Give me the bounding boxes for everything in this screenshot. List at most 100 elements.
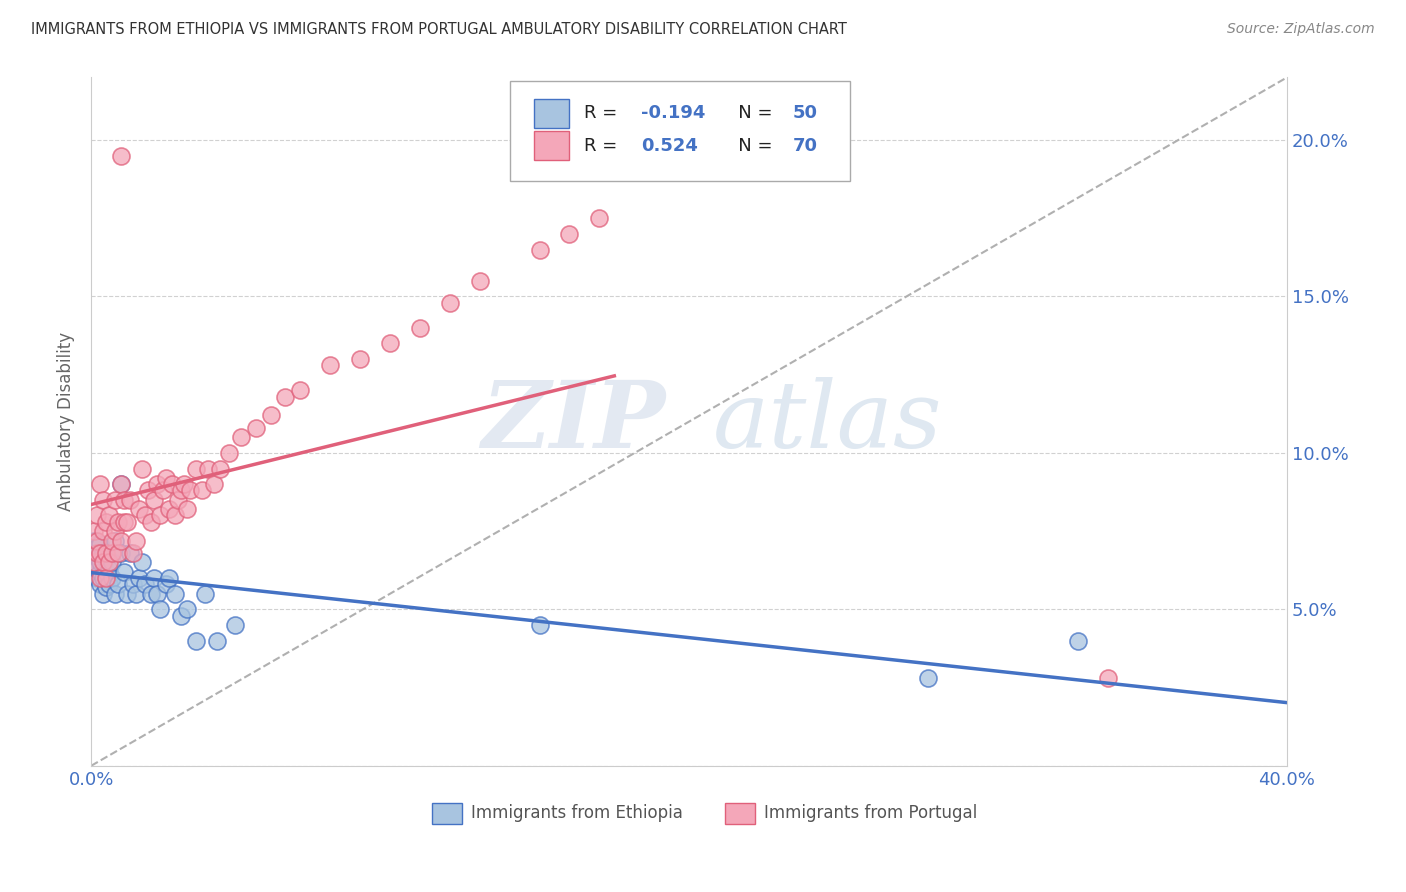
Point [91, 524, 114, 538]
Point [588, 211, 610, 226]
Point [149, 602, 172, 616]
Point [89, 571, 111, 585]
Point [83, 556, 105, 570]
Point [118, 492, 141, 507]
Point [83, 524, 105, 538]
Point [94, 515, 117, 529]
Point [349, 352, 371, 367]
Text: -0.194: -0.194 [641, 104, 706, 122]
Text: IMMIGRANTS FROM ETHIOPIA VS IMMIGRANTS FROM PORTUGAL AMBULATORY DISABILITY CORRE: IMMIGRANTS FROM ETHIOPIA VS IMMIGRANTS F… [31, 22, 846, 37]
Point [110, 149, 132, 163]
Point [94, 581, 117, 595]
Point [110, 533, 132, 548]
Point [110, 477, 132, 491]
Point [98, 508, 121, 523]
Point [94, 565, 117, 579]
Point [131, 461, 153, 475]
Bar [432, 803, 461, 823]
Point [205, 633, 228, 648]
Bar [534, 99, 569, 128]
Point [83, 546, 105, 560]
Point [184, 461, 207, 475]
Point [104, 587, 127, 601]
Text: 0.524: 0.524 [641, 136, 699, 154]
Point [98, 556, 121, 570]
Point [94, 571, 117, 585]
Point [128, 502, 150, 516]
Point [1066, 633, 1088, 648]
Point [122, 577, 145, 591]
Point [146, 477, 169, 491]
Point [558, 227, 581, 241]
Point [290, 384, 312, 398]
Point [91, 587, 114, 601]
Text: atlas: atlas [713, 376, 942, 467]
Point [142, 571, 165, 585]
Point [274, 390, 297, 404]
Point [118, 546, 141, 560]
Point [91, 546, 114, 560]
Y-axis label: Ambulatory Disability: Ambulatory Disability [58, 332, 75, 511]
Point [152, 483, 174, 498]
Point [94, 546, 117, 560]
Point [197, 461, 219, 475]
Point [86, 540, 108, 554]
Point [917, 671, 939, 685]
Point [146, 587, 169, 601]
Point [224, 618, 246, 632]
Point [173, 477, 195, 491]
Point [91, 556, 114, 570]
Point [319, 359, 342, 373]
Point [104, 533, 127, 548]
Point [134, 508, 156, 523]
Point [529, 618, 551, 632]
Point [107, 577, 129, 591]
Point [89, 556, 111, 570]
Point [125, 533, 148, 548]
Point [86, 546, 108, 560]
Point [259, 409, 281, 423]
Point [139, 587, 162, 601]
Point [89, 577, 111, 591]
Point [122, 546, 145, 560]
Bar [534, 131, 569, 160]
Point [94, 552, 117, 566]
Point [155, 577, 177, 591]
Point [166, 492, 188, 507]
Point [101, 556, 124, 570]
Point [86, 508, 108, 523]
Point [163, 587, 186, 601]
Point [176, 502, 198, 516]
Point [179, 483, 201, 498]
FancyBboxPatch shape [510, 81, 851, 181]
Text: R =: R = [583, 136, 623, 154]
Text: Immigrants from Ethiopia: Immigrants from Ethiopia [471, 805, 683, 822]
Point [107, 515, 129, 529]
Point [101, 546, 124, 560]
Point [125, 587, 148, 601]
Point [91, 492, 114, 507]
Text: R =: R = [583, 104, 623, 122]
Point [176, 602, 198, 616]
Point [439, 295, 461, 310]
Point [170, 608, 193, 623]
Point [98, 562, 121, 576]
Text: ZIP: ZIP [481, 376, 665, 467]
Point [91, 571, 114, 585]
Point [409, 320, 432, 334]
Text: Immigrants from Portugal: Immigrants from Portugal [765, 805, 977, 822]
Point [157, 571, 180, 585]
Point [86, 549, 108, 563]
Point [142, 492, 165, 507]
Point [218, 446, 240, 460]
Point [112, 492, 135, 507]
Point [101, 571, 124, 585]
Point [98, 577, 121, 591]
Point [139, 515, 162, 529]
Point [104, 492, 127, 507]
Point [468, 274, 491, 288]
Point [378, 336, 401, 351]
Point [115, 587, 138, 601]
Point [134, 577, 156, 591]
Point [131, 556, 153, 570]
